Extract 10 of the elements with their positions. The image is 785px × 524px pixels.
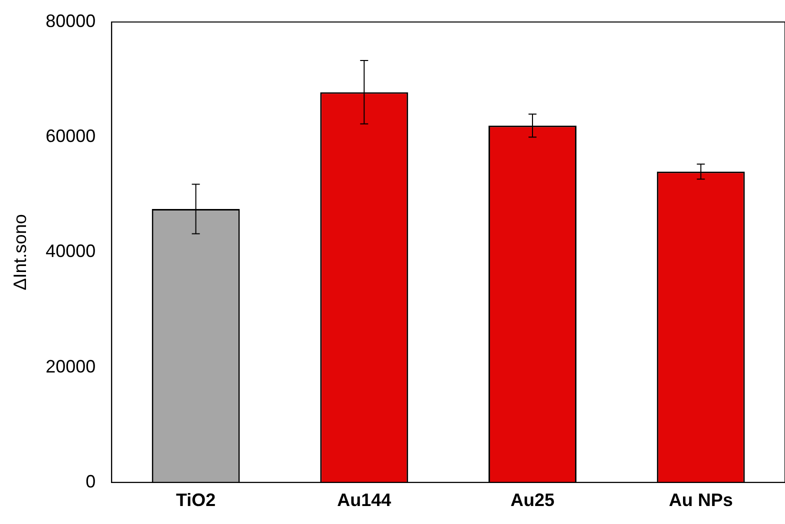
y-tick-label: 40000 xyxy=(46,241,96,262)
x-tick-label: Au NPs xyxy=(668,490,733,510)
x-tick-label: Au144 xyxy=(337,490,392,510)
y-tick-label: 0 xyxy=(86,471,96,492)
y-tick-label: 60000 xyxy=(46,126,96,146)
y-tick-label: 80000 xyxy=(46,10,96,31)
y-axis-title: ΔInt.sono xyxy=(10,214,30,290)
x-tick-label: TiO2 xyxy=(176,490,216,510)
y-tick-label: 20000 xyxy=(46,356,96,376)
x-tick-label: Au25 xyxy=(510,490,555,510)
